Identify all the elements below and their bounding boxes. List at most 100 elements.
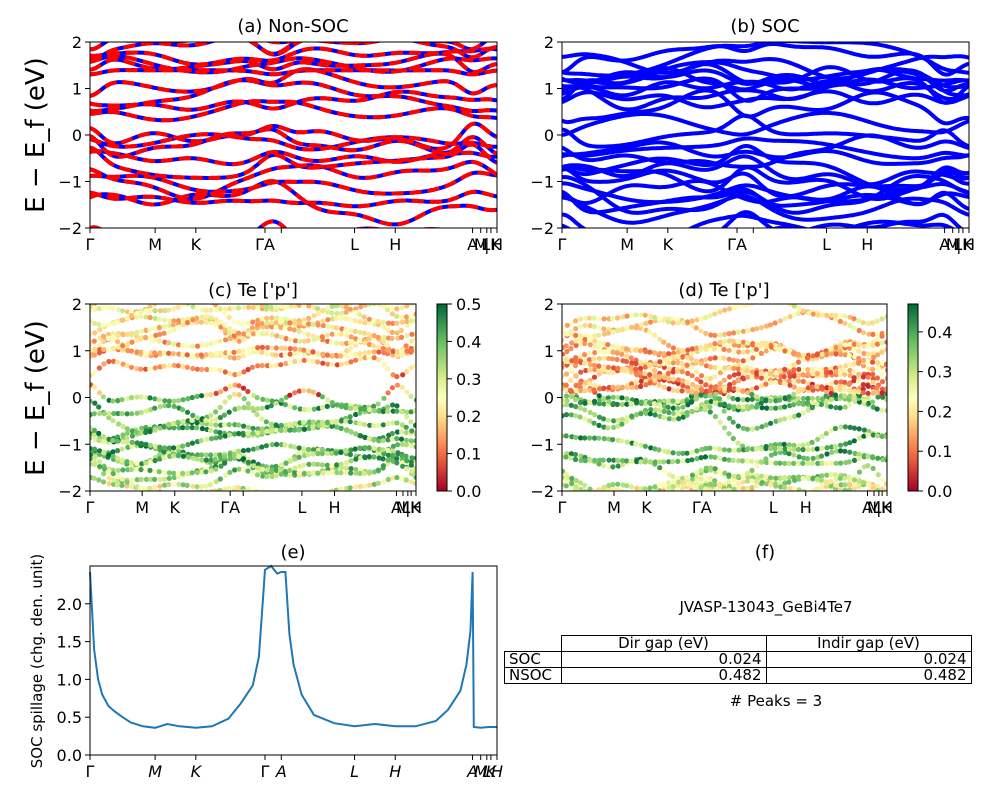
- projection-point: [704, 492, 709, 497]
- projection-point: [143, 429, 149, 436]
- projection-point: [688, 356, 695, 362]
- projection-point: [184, 482, 190, 488]
- projection-point: [582, 341, 588, 347]
- projection-point: [586, 337, 593, 343]
- projection-point: [134, 466, 140, 472]
- projection-point: [791, 452, 797, 458]
- projection-point: [283, 336, 289, 342]
- projection-point: [680, 475, 686, 481]
- projection-point: [217, 338, 223, 344]
- projection-point: [568, 402, 574, 408]
- panel-c-ytick-label: −1: [58, 435, 82, 454]
- projection-point: [661, 414, 667, 421]
- projection-point: [288, 304, 294, 310]
- projection-point: [865, 382, 871, 388]
- projection-point: [563, 357, 569, 363]
- projection-point: [693, 358, 700, 364]
- projection-point: [259, 304, 265, 309]
- projection-point: [170, 453, 177, 459]
- projection-point: [413, 438, 416, 444]
- projection-point: [694, 345, 700, 351]
- projection-point: [408, 462, 414, 468]
- projection-point: [357, 329, 363, 335]
- projection-point: [615, 328, 621, 334]
- projection-point: [782, 460, 788, 466]
- projection-point: [344, 332, 350, 338]
- projection-point: [703, 330, 709, 336]
- projection-point: [838, 442, 844, 448]
- projection-point: [787, 373, 793, 380]
- projection-point: [796, 487, 802, 491]
- projection-point: [657, 407, 663, 413]
- projection-point: [376, 438, 382, 444]
- projection-point: [600, 396, 607, 402]
- projection-point: [189, 440, 196, 446]
- projection-point: [795, 351, 802, 358]
- projection-point: [712, 488, 719, 491]
- projection-point: [870, 379, 876, 385]
- projection-point: [601, 316, 607, 322]
- projection-point: [90, 461, 93, 467]
- projection-point: [606, 482, 612, 488]
- projection-point: [227, 456, 233, 462]
- projection-point: [716, 396, 723, 402]
- projection-point: [782, 348, 788, 354]
- projection-point: [357, 420, 363, 427]
- projection-point: [851, 481, 858, 487]
- projection-point: [268, 403, 274, 409]
- colorbar-d: [907, 303, 919, 492]
- panel-a-xtick-label: Γ: [86, 235, 95, 254]
- projection-point: [702, 404, 709, 410]
- projection-point: [119, 446, 125, 452]
- projection-point: [623, 458, 630, 464]
- projection-point: [305, 331, 311, 337]
- panel-f-title: (f): [755, 542, 775, 563]
- projection-point: [403, 343, 409, 349]
- panel-a-ytick-label: −2: [58, 219, 82, 238]
- ylabel-spillage: SOC spillage (chg. den. unit): [28, 554, 46, 769]
- projection-point: [708, 465, 714, 471]
- projection-point: [874, 375, 881, 381]
- projection-point: [809, 405, 815, 411]
- projection-point: [619, 395, 625, 401]
- panel-e-ytick-label: 1.5: [57, 633, 82, 652]
- gap-table: Dir gap (eV) Indir gap (eV) SOC 0.024 0.…: [504, 635, 972, 684]
- projection-point: [310, 349, 316, 355]
- band-line: [562, 42, 969, 77]
- projection-point: [217, 367, 223, 373]
- projection-point: [717, 468, 723, 474]
- panel-e-xtick-label: L: [350, 762, 359, 781]
- projection-point: [366, 304, 372, 307]
- projection-point: [357, 319, 363, 325]
- projection-point: [138, 440, 144, 447]
- projection-point: [156, 338, 162, 344]
- projection-point: [408, 409, 414, 415]
- projection-point: [366, 354, 372, 360]
- projection-point: [240, 353, 246, 359]
- projection-point: [643, 382, 649, 388]
- projection-point: [207, 482, 214, 488]
- projection-point: [385, 327, 391, 333]
- projection-point: [129, 477, 135, 483]
- projection-point: [726, 487, 732, 491]
- row-label-nsoc: NSOC: [504, 667, 562, 684]
- projection-point: [824, 472, 830, 478]
- projection-point: [287, 337, 293, 343]
- projection-point: [870, 371, 876, 377]
- projection-point: [324, 397, 331, 403]
- projection-point: [348, 328, 354, 334]
- projection-point: [758, 325, 765, 331]
- projection-point: [828, 385, 834, 391]
- projection-point: [763, 348, 770, 354]
- projection-point: [283, 492, 288, 497]
- projection-point: [403, 424, 409, 430]
- projection-point: [324, 462, 330, 468]
- projection-point: [189, 343, 195, 349]
- projection-point: [587, 387, 593, 393]
- projection-point: [615, 457, 621, 463]
- projection-point: [96, 430, 102, 436]
- projection-point: [245, 424, 252, 430]
- projection-point: [353, 306, 359, 312]
- projection-point: [394, 474, 400, 481]
- projection-point: [139, 328, 145, 334]
